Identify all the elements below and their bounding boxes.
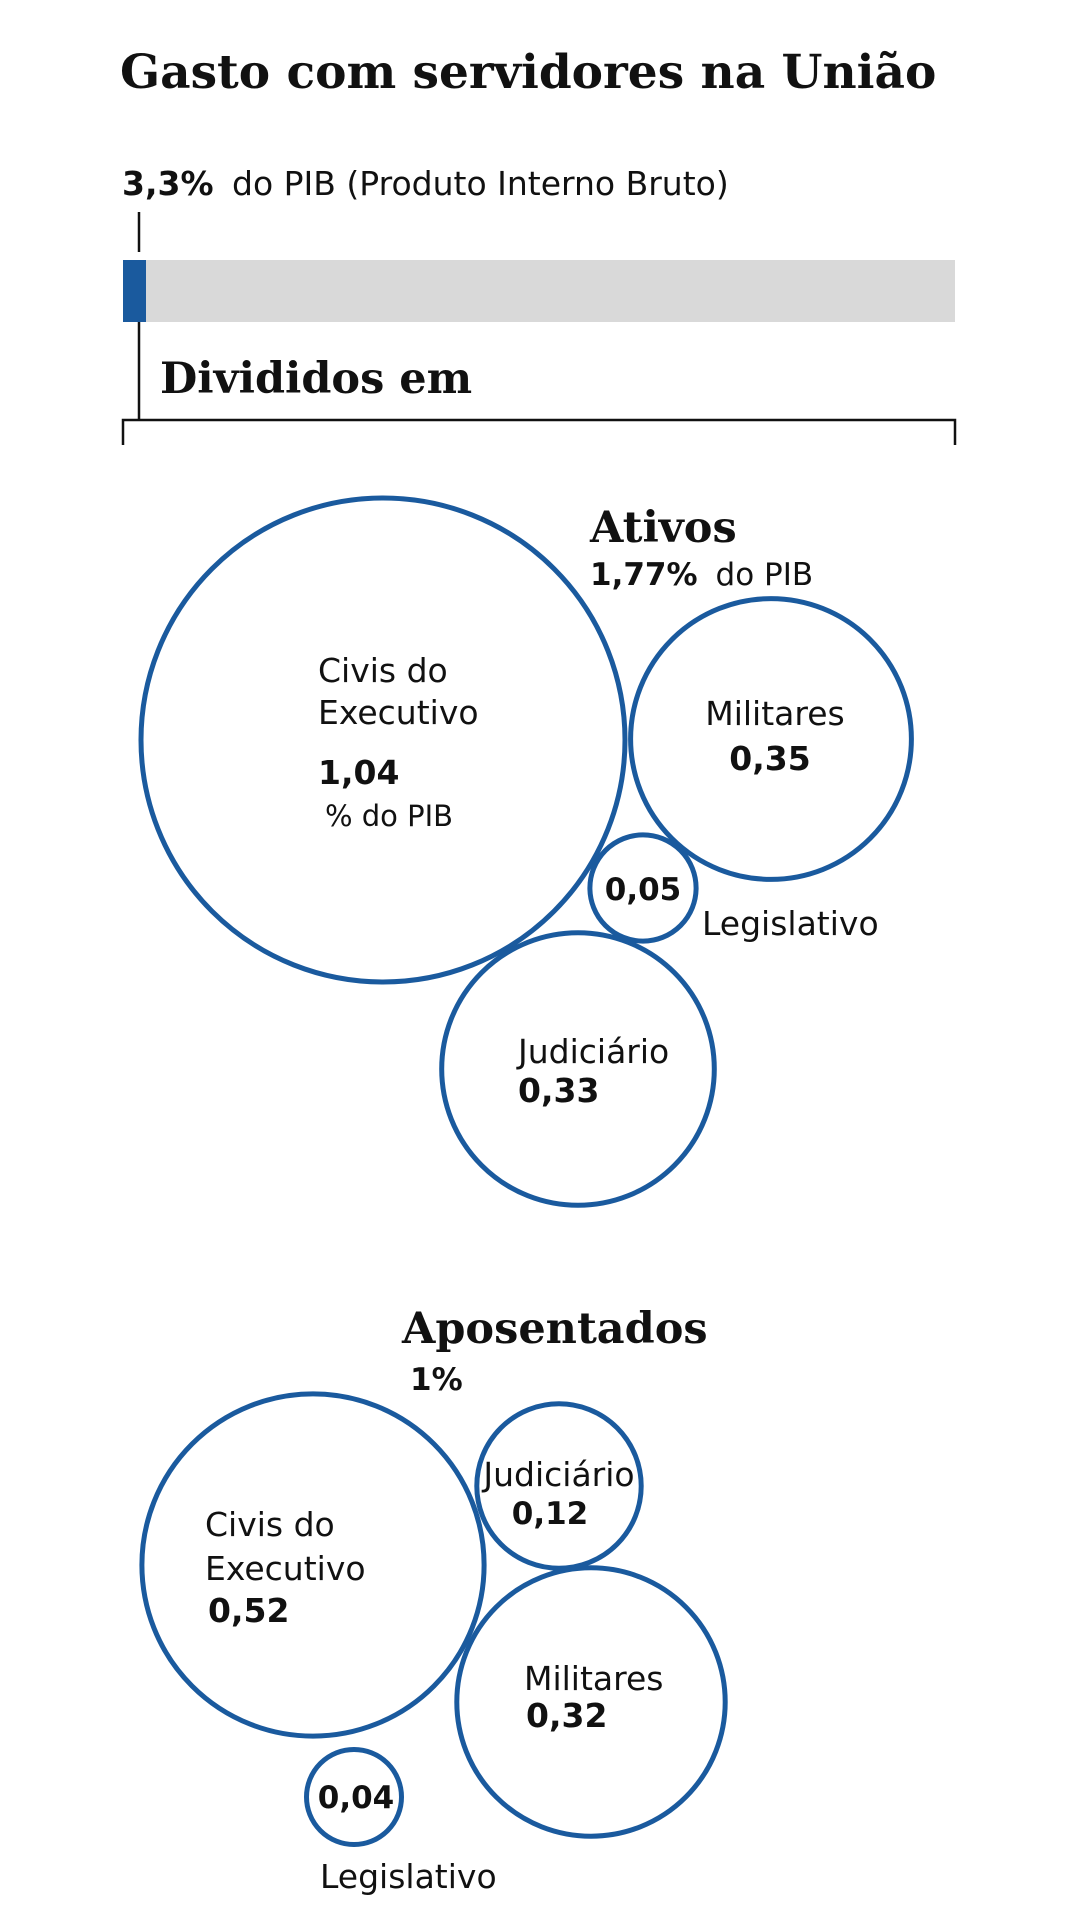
aposentados-bubble-judiciario [474,1401,644,1571]
ativos-bubble-legislativo [587,832,699,944]
aposentados-value-legislativo: 0,04 [318,1780,395,1816]
ativos-bubble-judiciario [439,930,717,1208]
aposentados-label-legislativo: Legislativo [320,1857,497,1896]
total-text: do PIB (Produto Interno Bruto) [232,164,729,203]
ativos-unit-civis-do-executivo: % do PIB [325,799,453,833]
aposentados-subtitle: 1% [410,1362,463,1398]
divided-label: Divididos em [160,354,472,404]
ativos-value-judiciario: 0,33 [518,1071,599,1110]
ativos-group: Ativos 1,77% do PIB Civis do Executivo 1,04 % … [138,495,914,1208]
ativos-value-legislativo: 0,05 [605,872,682,908]
ativos-label-legislativo: Legislativo [702,904,879,943]
aposentados-bubble-militares [454,1565,728,1839]
aposentados-value-judiciario: 0,12 [512,1496,589,1532]
ativos-value-civis-do-executivo: 1,04 [318,753,399,792]
total-value: 3,3% [122,164,214,203]
aposentados-total-value: 1% [410,1362,463,1398]
aposentados-value-civis-do-executivo: 0,52 [208,1591,289,1630]
aposentados-label-judiciario: Judiciário [481,1455,634,1494]
ativos-total-text: do PIB [716,557,814,593]
ativos-label-judiciario: Judiciário [516,1032,669,1071]
total-label: 3,3% do PIB (Produto Interno Bruto) [122,164,729,203]
aposentados-value-militares: 0,32 [526,1696,607,1735]
total-bar-track [123,260,955,322]
aposentados-label-militares: Militares [524,1659,663,1698]
ativos-label-militares: Militares [705,694,844,733]
ativos-value-militares: 0,35 [729,739,810,778]
ativos-subtitle: 1,77% do PIB [590,557,813,593]
total-bar-fill [123,260,146,322]
ativos-title: Ativos [589,503,737,553]
ativos-bubble-civis-do-executivo [138,495,628,985]
aposentados-label-civis-do-executivo: Civis do Executivo [205,1505,366,1588]
ativos-bubble-militares [628,596,914,882]
chart-title: Gasto com servidores na União [120,45,936,100]
aposentados-bubble-civis-do-executivo [139,1391,487,1739]
aposentados-title: Aposentados [401,1304,708,1354]
ativos-total-value: 1,77% [590,557,698,593]
ativos-label-civis-do-executivo: Civis do Executivo [318,651,479,732]
divided-bracket [121,418,957,445]
aposentados-bubble-legislativo [304,1747,404,1847]
